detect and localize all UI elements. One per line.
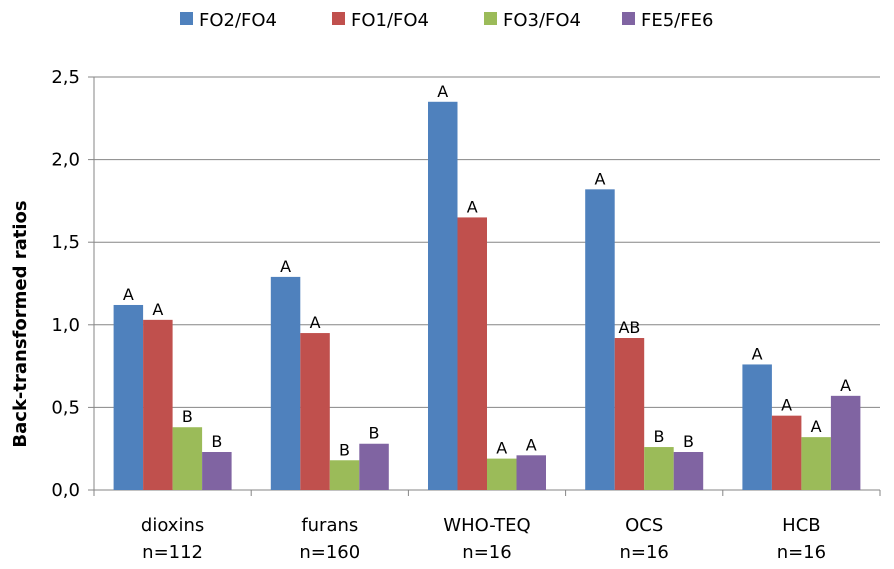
y-tick-label: 2,5 [51,67,80,88]
category-n-label: n=112 [142,542,203,563]
significance-label: A [280,257,291,276]
y-tick-label: 2,0 [51,150,80,171]
bar [300,333,330,490]
bar [644,447,674,490]
significance-label: A [526,435,537,454]
category-n-label: n=160 [299,542,360,563]
significance-label: A [840,376,851,395]
bar [113,304,144,490]
bar [172,427,203,490]
category-n-label: n=16 [619,542,668,563]
bar [585,189,615,490]
bar [202,452,232,490]
bar [329,460,360,490]
legend-label: FE5/FE6 [641,10,713,31]
bar [428,101,458,490]
bar [742,364,772,490]
significance-label: B [653,427,664,446]
tick-labels: 0,0 0,5 1,0 1,5 2,0 2,5 [51,67,80,501]
bar [457,217,487,491]
bar [830,395,861,490]
category-label: dioxins [141,515,204,536]
legend-swatch [622,12,635,25]
significance-label: AB [618,318,640,337]
bars [113,101,861,491]
category-label: HCB [782,515,820,536]
significance-label: A [310,313,321,332]
significance-label: A [152,300,163,319]
bar [673,452,704,490]
significance-label: A [123,285,134,304]
bar [143,319,173,490]
significance-label: B [211,432,222,451]
y-tick-label: 0,5 [51,397,80,418]
category-label: WHO-TEQ [443,515,530,536]
y-axis-title: Back-transformed ratios [10,200,31,447]
legend-label: FO2/FO4 [199,10,277,31]
significance-label: A [594,169,605,188]
significance-label: A [811,417,822,436]
significance-label: A [496,439,507,458]
legend-label: FO1/FO4 [351,10,429,31]
legend-label: FO3/FO4 [503,10,581,31]
bar [801,437,831,490]
bar [270,276,301,490]
significance-label: B [369,424,380,443]
significance-label: A [437,82,448,101]
y-tick-label: 1,0 [51,315,80,336]
legend-swatch [180,12,193,25]
legend-swatch [332,12,345,25]
category-n-label: n=16 [777,542,826,563]
significance-label: A [781,396,792,415]
y-tick-label: 0,0 [51,480,80,501]
significance-label: A [467,197,478,216]
category-labels: dioxins n=112 furans n=160 WHO-TEQ n=16 OCS n=1… [141,515,826,563]
bar [487,458,517,490]
bar [359,443,389,490]
legend-swatch [484,12,497,25]
category-label: furans [301,515,358,536]
bar [771,415,802,490]
significance-label: A [752,344,763,363]
y-tick-label: 1,5 [51,232,80,253]
bar [614,338,645,490]
category-label: OCS [625,515,663,536]
bar [516,455,546,490]
significance-label: B [182,407,193,426]
significance-label: B [339,440,350,459]
legend: FO2/FO4 FO1/FO4 FO3/FO4 FE5/FE6 [180,10,713,31]
category-n-label: n=16 [462,542,511,563]
significance-label: B [683,432,694,451]
